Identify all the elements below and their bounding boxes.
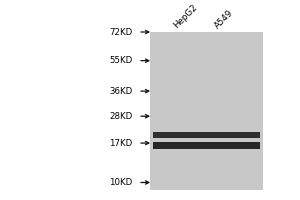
Text: 72KD: 72KD [109, 28, 132, 37]
Text: 10KD: 10KD [109, 178, 132, 187]
Text: A549: A549 [214, 8, 236, 30]
Text: 28KD: 28KD [109, 112, 132, 121]
Text: 55KD: 55KD [109, 56, 132, 65]
Text: 17KD: 17KD [109, 139, 132, 148]
Text: HepG2: HepG2 [172, 3, 199, 30]
Text: 36KD: 36KD [109, 87, 132, 96]
Bar [150, 32, 263, 190]
Bar [153, 142, 260, 149]
Bar [153, 132, 260, 138]
